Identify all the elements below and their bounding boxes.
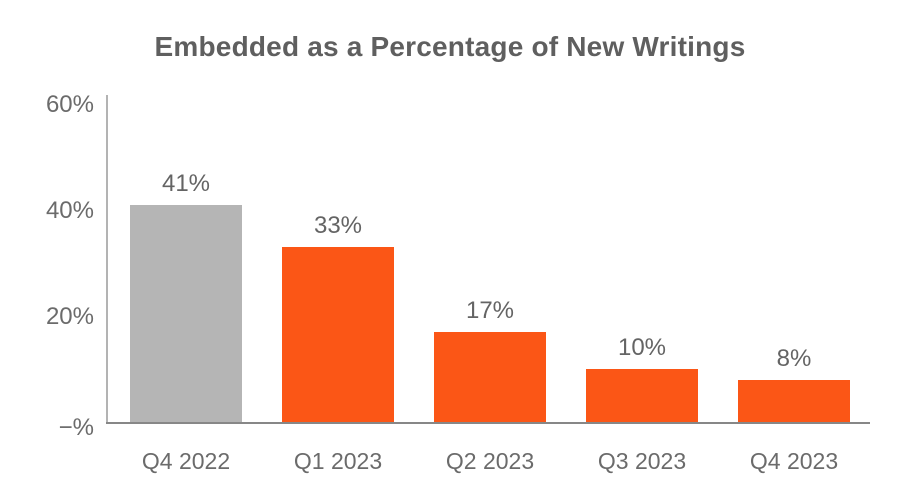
bar-q3-2023 xyxy=(586,369,698,422)
y-tick-label: −% xyxy=(58,414,94,441)
x-tick-label: Q2 2023 xyxy=(445,448,535,474)
bar-value-label: 8% xyxy=(776,345,812,372)
x-tick-label: Q3 2023 xyxy=(597,448,687,474)
bar-q1-2023 xyxy=(282,247,394,422)
bar-value-label: 41% xyxy=(161,170,211,197)
bar-value-label: 17% xyxy=(465,297,515,324)
y-tick-label: 20% xyxy=(45,303,94,330)
bar-q2-2023 xyxy=(434,332,546,422)
y-tick-label: 40% xyxy=(45,197,94,224)
bar-value-label: 33% xyxy=(313,212,363,239)
bar-value-label: 10% xyxy=(617,334,667,361)
y-axis-line xyxy=(106,95,108,423)
x-tick-label: Q4 2023 xyxy=(749,448,839,474)
y-tick-label: 60% xyxy=(45,91,94,118)
bar-q4-2023 xyxy=(738,380,850,422)
x-axis-line xyxy=(106,422,870,424)
chart-title: Embedded as a Percentage of New Writings xyxy=(154,31,746,62)
bar-q4-2022 xyxy=(130,205,242,422)
x-tick-label: Q1 2023 xyxy=(293,448,383,474)
x-tick-label: Q4 2022 xyxy=(141,448,231,474)
